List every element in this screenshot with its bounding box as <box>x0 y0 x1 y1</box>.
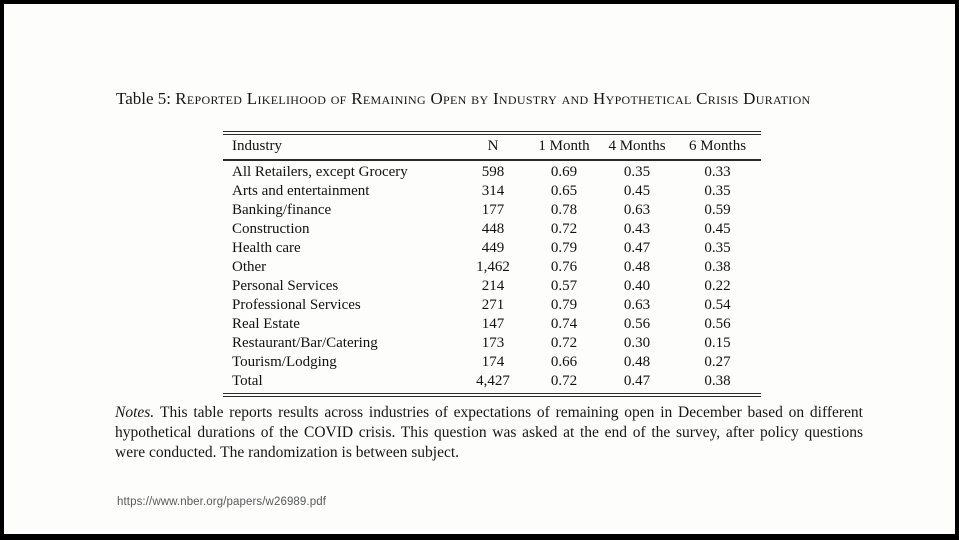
value-cell: 0.74 <box>550 316 578 332</box>
results-table: Industry N 1 Month 4 Months 6 Months All Ret… <box>223 131 761 397</box>
industry-cell: Health care <box>232 240 301 256</box>
industry-cell: Total <box>232 373 263 389</box>
table-row: Personal Services 214 0.57 0.40 0.22 <box>223 277 761 296</box>
value-cell: 0.65 <box>550 183 578 199</box>
header-row: Industry N 1 Month 4 Months 6 Months <box>223 133 761 161</box>
value-cell: 0.35 <box>704 240 731 256</box>
value-cell: 0.72 <box>550 221 578 237</box>
value-cell: 0.33 <box>704 164 731 180</box>
value-cell: 448 <box>481 221 505 237</box>
source-url[interactable]: https://www.nber.org/papers/w26989.pdf <box>117 496 327 508</box>
value-cell: 0.79 <box>550 297 578 313</box>
value-cell: 0.63 <box>623 297 651 313</box>
industry-cell: Construction <box>232 221 310 237</box>
industry-cell: Restaurant/Bar/Catering <box>232 335 378 351</box>
table-row: Construction 448 0.72 0.43 0.45 <box>223 220 761 239</box>
table-row: Arts and entertainment 314 0.65 0.45 0.35 <box>223 182 761 201</box>
industry-cell: Professional Services <box>232 297 361 313</box>
value-cell: 0.78 <box>550 202 578 218</box>
column-header: 1 Month <box>528 133 600 161</box>
value-cell: 0.45 <box>704 221 731 237</box>
table-row: Real Estate 147 0.74 0.56 0.56 <box>223 315 761 334</box>
table-row: Banking/finance 177 0.78 0.63 0.59 <box>223 201 761 220</box>
value-cell: 0.56 <box>704 316 731 332</box>
value-cell: 0.40 <box>623 278 651 294</box>
value-cell: 0.38 <box>704 373 731 389</box>
table-row: Total 4,427 0.72 0.47 0.38 <box>223 372 761 395</box>
value-cell: 0.22 <box>704 278 731 294</box>
table-row: All Retailers, except Grocery 598 0.69 0.35… <box>223 160 761 182</box>
value-cell: 4,427 <box>476 373 510 389</box>
value-cell: 0.72 <box>550 335 578 351</box>
value-cell: 177 <box>481 202 505 218</box>
value-cell: 0.66 <box>550 354 578 370</box>
value-cell: 0.48 <box>623 259 651 275</box>
value-cell: 0.48 <box>623 354 651 370</box>
value-cell: 271 <box>481 297 505 313</box>
value-cell: 0.43 <box>623 221 651 237</box>
value-cell: 0.69 <box>550 164 578 180</box>
column-header: N <box>458 133 528 161</box>
industry-cell: Personal Services <box>232 278 339 294</box>
value-cell: 0.35 <box>704 183 731 199</box>
table-row: Tourism/Lodging 174 0.66 0.48 0.27 <box>223 353 761 372</box>
notes-text: This table reports results across indust… <box>115 404 863 461</box>
table-row: Restaurant/Bar/Catering 173 0.72 0.30 0.15 <box>223 334 761 353</box>
value-cell: 0.76 <box>550 259 578 275</box>
value-cell: 0.27 <box>704 354 731 370</box>
column-header: 6 Months <box>674 133 761 161</box>
value-cell: 214 <box>481 278 505 294</box>
table-title-number: Table 5: <box>116 89 176 108</box>
value-cell: 0.47 <box>623 373 651 389</box>
value-cell: 0.63 <box>623 202 651 218</box>
value-cell: 314 <box>481 183 505 199</box>
industry-cell: All Retailers, except Grocery <box>232 164 408 180</box>
results-table-body: All Retailers, except Grocery 598 0.69 0.35… <box>223 160 761 395</box>
value-cell: 173 <box>481 335 505 351</box>
table-title-text: Reported Likelihood of Remaining Open by… <box>175 89 811 108</box>
value-cell: 0.54 <box>704 297 731 313</box>
value-cell: 0.59 <box>704 202 731 218</box>
industry-cell: Other <box>232 259 267 275</box>
industry-cell: Banking/finance <box>232 202 332 218</box>
value-cell: 598 <box>481 164 505 180</box>
value-cell: 0.56 <box>623 316 651 332</box>
table-row: Health care 449 0.79 0.47 0.35 <box>223 239 761 258</box>
value-cell: 0.15 <box>704 335 731 351</box>
value-cell: 0.30 <box>623 335 651 351</box>
table-row: Professional Services 271 0.79 0.63 0.54 <box>223 296 761 315</box>
notes-label: Notes. <box>115 404 160 421</box>
industry-cell: Real Estate <box>232 316 300 332</box>
value-cell: 0.38 <box>704 259 731 275</box>
industry-cell: Tourism/Lodging <box>232 354 337 370</box>
value-cell: 0.45 <box>623 183 651 199</box>
industry-cell: Arts and entertainment <box>232 183 370 199</box>
column-header: Industry <box>223 133 458 161</box>
table-row: Other 1,462 0.76 0.48 0.38 <box>223 258 761 277</box>
value-cell: 449 <box>481 240 505 256</box>
column-header: 4 Months <box>600 133 674 161</box>
value-cell: 0.72 <box>550 373 578 389</box>
table-title: Table 5: Reported Likelihood of Remainin… <box>116 86 868 112</box>
value-cell: 0.47 <box>623 240 651 256</box>
value-cell: 0.79 <box>550 240 578 256</box>
value-cell: 0.57 <box>550 278 578 294</box>
value-cell: 147 <box>481 316 505 332</box>
value-cell: 1,462 <box>476 259 510 275</box>
value-cell: 174 <box>481 354 505 370</box>
table-notes: Notes. This table reports results across… <box>115 403 863 462</box>
results-table-header: Industry N 1 Month 4 Months 6 Months <box>223 133 761 161</box>
value-cell: 0.35 <box>623 164 651 180</box>
